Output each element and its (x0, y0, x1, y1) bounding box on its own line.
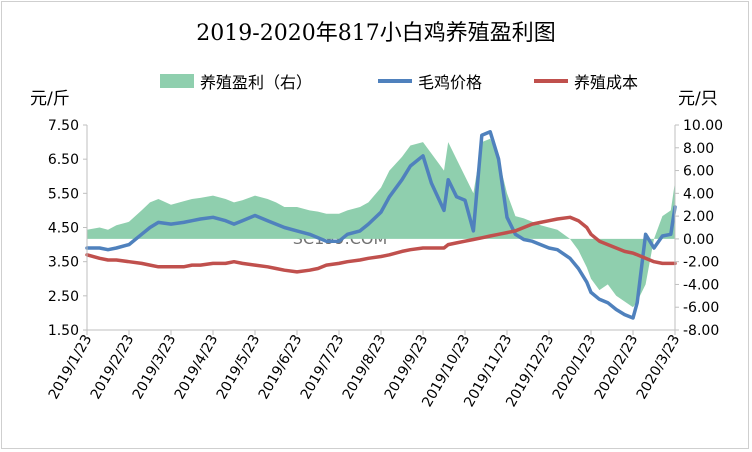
right-axis-unit: 元/只 (678, 89, 718, 109)
left-tick-label: 1.50 (48, 323, 79, 339)
legend-label-cost: 养殖成本 (574, 73, 638, 92)
legend-label-profit: 养殖盈利（右） (200, 73, 312, 92)
right-tick-label: 4.00 (683, 186, 714, 202)
left-tick-label: 7.50 (48, 118, 79, 134)
right-tick-label: -8.00 (683, 323, 719, 339)
left-tick-label: 6.50 (48, 152, 79, 168)
right-tick-label: -6.00 (683, 300, 719, 316)
plot-area (85, 130, 677, 320)
right-tick-label: 10.00 (683, 118, 723, 134)
right-tick-label: 6.00 (683, 164, 714, 180)
legend-label-price: 毛鸡价格 (418, 73, 482, 92)
left-tick-label: 5.50 (48, 186, 79, 202)
right-tick-label: 0.00 (683, 232, 714, 248)
right-tick-label: 8.00 (683, 141, 714, 157)
left-tick-label: 2.50 (48, 289, 79, 305)
series-price-line (85, 130, 677, 320)
legend: 养殖盈利（右） 毛鸡价格 养殖成本 (160, 73, 638, 92)
series-profit-area (87, 138, 675, 308)
left-tick-label: 4.50 (48, 221, 79, 237)
left-axis-unit: 元/斤 (30, 89, 70, 109)
right-tick-label: -4.00 (683, 277, 719, 293)
right-tick-label: 2.00 (683, 209, 714, 225)
right-tick-label: -2.00 (683, 255, 719, 271)
legend-swatch-profit (160, 74, 194, 88)
chart-title: 2019-2020年817小白鸡养殖盈利图 (196, 21, 555, 46)
series-cost-line (85, 215, 677, 274)
left-tick-label: 3.50 (48, 255, 79, 271)
